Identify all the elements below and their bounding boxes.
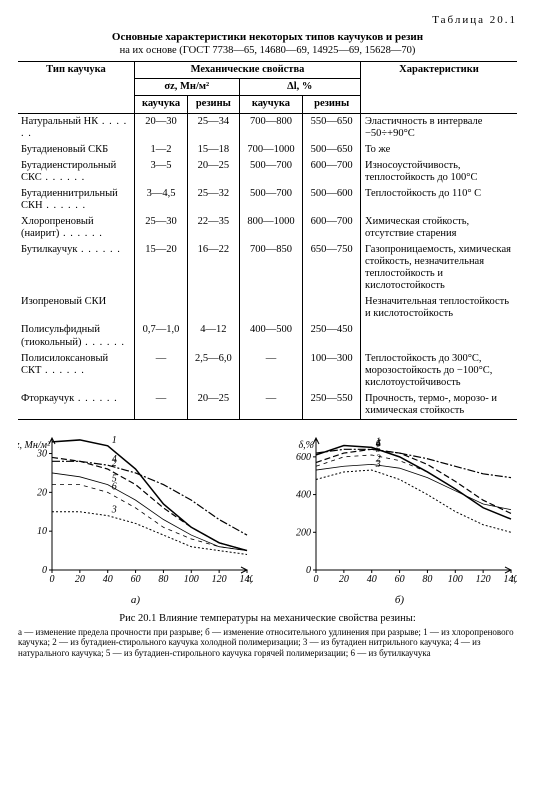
svg-text:δ,%: δ,% — [299, 440, 314, 451]
svg-text:0: 0 — [50, 574, 55, 585]
table-number: Таблица 20.1 — [18, 14, 517, 27]
table-row: Фторкаучук—20—25—250—550Прочность, термо… — [18, 391, 517, 420]
svg-text:80: 80 — [422, 574, 432, 585]
svg-text:20: 20 — [37, 487, 47, 498]
table-row: Полисилоксановый СКТ—2,5—6,0—100—300Тепл… — [18, 351, 517, 391]
svg-text:0: 0 — [42, 565, 47, 576]
svg-text:40: 40 — [103, 574, 113, 585]
table-row: Натуральный НК20—3025—34700—800550—650Эл… — [18, 113, 517, 142]
figure-note: а — изменение предела прочности при разр… — [18, 627, 517, 659]
svg-text:t,°C: t,°C — [511, 574, 517, 585]
table-row: Бутадиенстирольный СКС3—520—25500—700600… — [18, 158, 517, 186]
table-subtitle: на их основе (ГОСТ 7738—65, 14680—69, 14… — [18, 45, 517, 57]
chart-b-caption: б) — [282, 594, 517, 607]
svg-text:4: 4 — [112, 454, 117, 465]
table-row: Бутадиеннитрильный СКН3—4,525—32500—7005… — [18, 186, 517, 214]
svg-text:120: 120 — [476, 574, 491, 585]
table-title: Основные характеристики некоторых типов … — [18, 31, 517, 44]
svg-text:6: 6 — [376, 438, 381, 449]
svg-text:200: 200 — [296, 527, 311, 538]
svg-text:60: 60 — [395, 574, 405, 585]
svg-text:80: 80 — [158, 574, 168, 585]
svg-text:σz, Мн/м²: σz, Мн/м² — [18, 440, 51, 451]
chart-b: 0204060801001201400200400600δ,%t,°C12345… — [282, 432, 517, 607]
svg-text:0: 0 — [314, 574, 319, 585]
svg-text:20: 20 — [75, 574, 85, 585]
svg-text:600: 600 — [296, 452, 311, 463]
svg-text:10: 10 — [37, 526, 47, 537]
table-row: Полисульфидный (тиокольный)0,7—1,04—1240… — [18, 322, 517, 350]
svg-text:1: 1 — [112, 435, 117, 446]
svg-text:6: 6 — [112, 481, 117, 492]
chart-a: 0204060801001201400102030σz, Мн/м²t,°C12… — [18, 432, 253, 607]
svg-text:3: 3 — [375, 459, 381, 470]
table-row: Бутадиеновый СКБ1—215—18700—1000500—650Т… — [18, 142, 517, 158]
svg-text:400: 400 — [296, 489, 311, 500]
table-row: Хлоропреновый (наирит)25—3022—35800—1000… — [18, 214, 517, 242]
svg-text:3: 3 — [111, 505, 117, 516]
svg-text:20: 20 — [339, 574, 349, 585]
svg-text:0: 0 — [306, 565, 311, 576]
svg-text:100: 100 — [184, 574, 199, 585]
table-row: Бутилкаучук15—2016—22700—850650—750Газоп… — [18, 242, 517, 294]
svg-text:t,°C: t,°C — [247, 574, 253, 585]
svg-text:60: 60 — [131, 574, 141, 585]
figure-caption: Рис 20.1 Влияние температуры на механиче… — [18, 613, 517, 625]
svg-text:100: 100 — [448, 574, 463, 585]
main-table: Тип каучукаМеханические свойстваХарактер… — [18, 61, 517, 420]
table-row: Изопреновый СКИНезначительная теплостойк… — [18, 294, 517, 322]
chart-a-caption: а) — [18, 594, 253, 607]
svg-text:40: 40 — [367, 574, 377, 585]
svg-text:120: 120 — [212, 574, 227, 585]
